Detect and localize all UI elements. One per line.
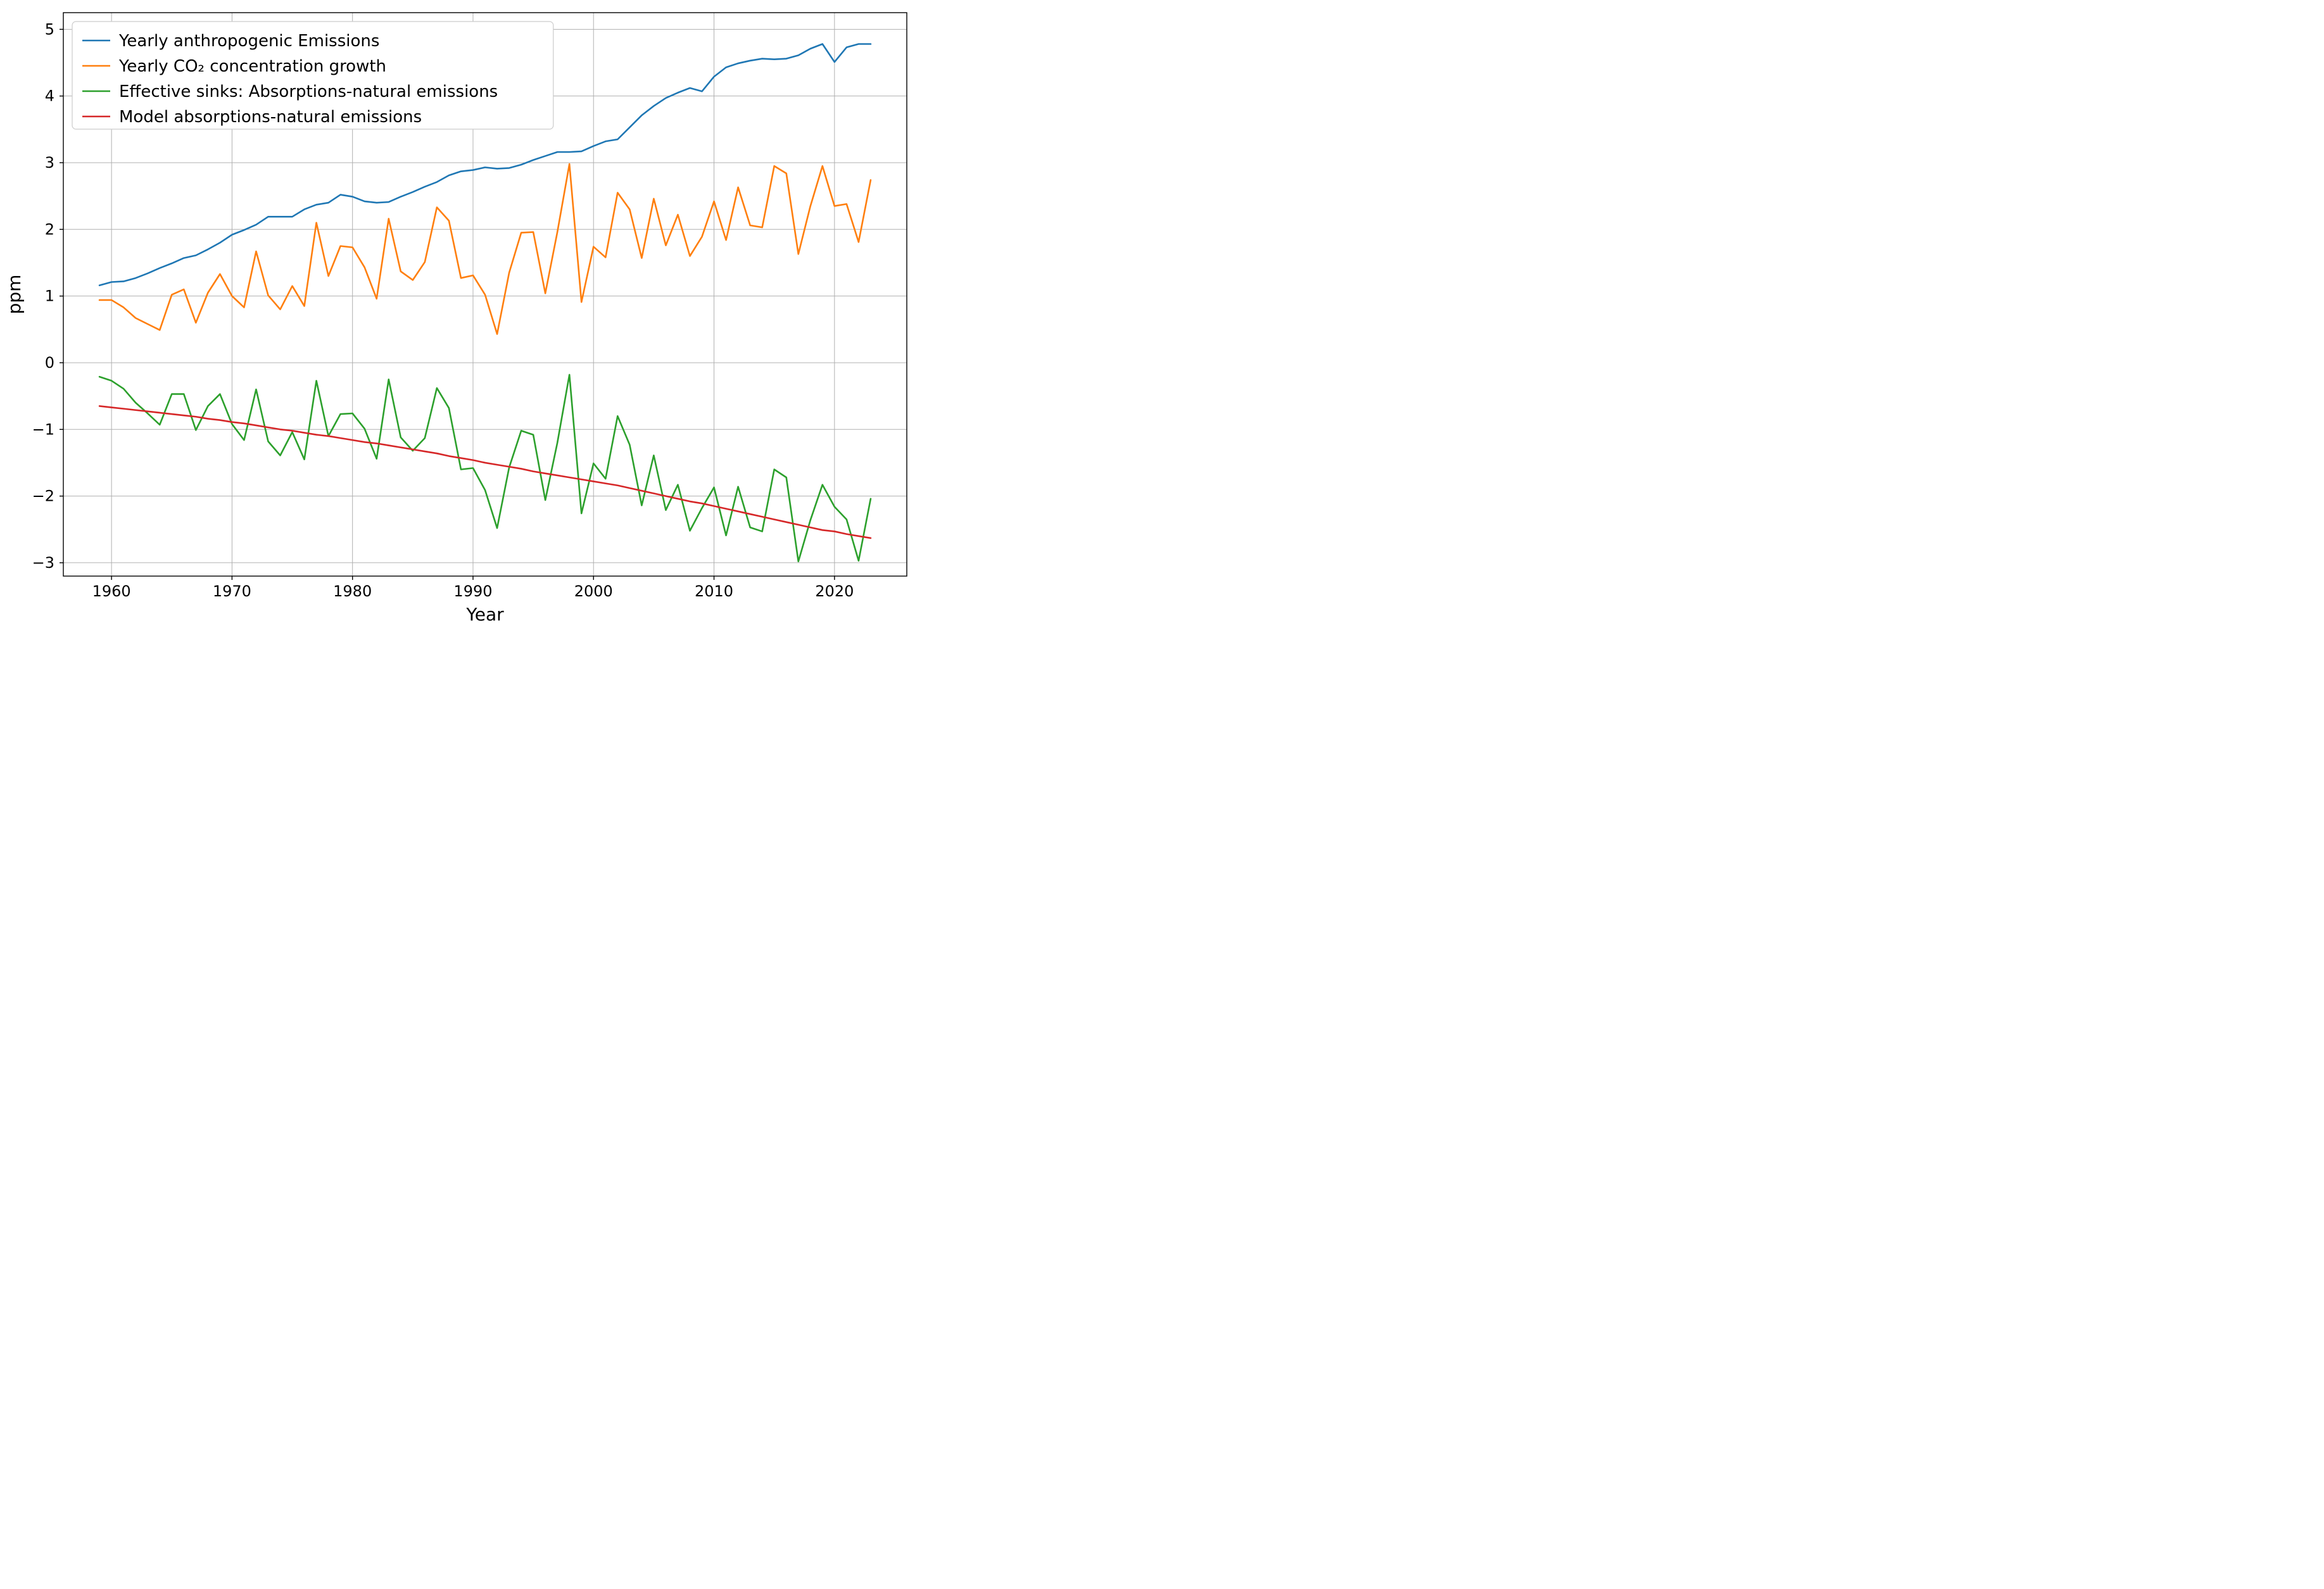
y-tick-label: 1 bbox=[45, 287, 54, 305]
legend: Yearly anthropogenic Emissions Yearly CO₂… bbox=[72, 22, 553, 129]
y-tick-label: −3 bbox=[32, 554, 54, 572]
x-axis-label: Year bbox=[465, 604, 504, 625]
chart-container: 1960 1970 1980 1990 2000 2010 2020 −3 −2 −1 0 1 2 3 4 5… bbox=[0, 0, 2324, 633]
x-tick-label: 1980 bbox=[333, 582, 372, 600]
line-chart: 1960 1970 1980 1990 2000 2010 2020 −3 −2 −1 0 1 2 3 4 5… bbox=[0, 0, 926, 633]
legend-label-model: Model absorptions-natural emissions bbox=[119, 108, 422, 127]
y-tick-label: 0 bbox=[45, 354, 54, 372]
y-tick-label: −2 bbox=[32, 487, 54, 505]
y-axis-label: ppm bbox=[4, 275, 25, 315]
x-tick-label: 1990 bbox=[453, 582, 492, 600]
legend-label-emissions: Yearly anthropogenic Emissions bbox=[118, 32, 379, 51]
x-tick-label: 2010 bbox=[695, 582, 733, 600]
x-axis: 1960 1970 1980 1990 2000 2010 2020 bbox=[92, 576, 854, 600]
y-tick-label: −1 bbox=[32, 420, 54, 438]
legend-label-growth: Yearly CO₂ concentration growth bbox=[118, 57, 386, 76]
y-tick-label: 5 bbox=[45, 20, 54, 38]
x-tick-label: 2000 bbox=[574, 582, 613, 600]
x-tick-label: 1970 bbox=[213, 582, 251, 600]
y-tick-label: 2 bbox=[45, 220, 54, 238]
y-tick-label: 3 bbox=[45, 154, 54, 172]
y-tick-label: 4 bbox=[45, 87, 54, 105]
legend-label-sinks: Effective sinks: Absorptions-natural emi… bbox=[119, 82, 498, 101]
y-axis: −3 −2 −1 0 1 2 3 4 5 bbox=[32, 20, 63, 572]
x-tick-label: 2020 bbox=[815, 582, 854, 600]
x-tick-label: 1960 bbox=[92, 582, 131, 600]
